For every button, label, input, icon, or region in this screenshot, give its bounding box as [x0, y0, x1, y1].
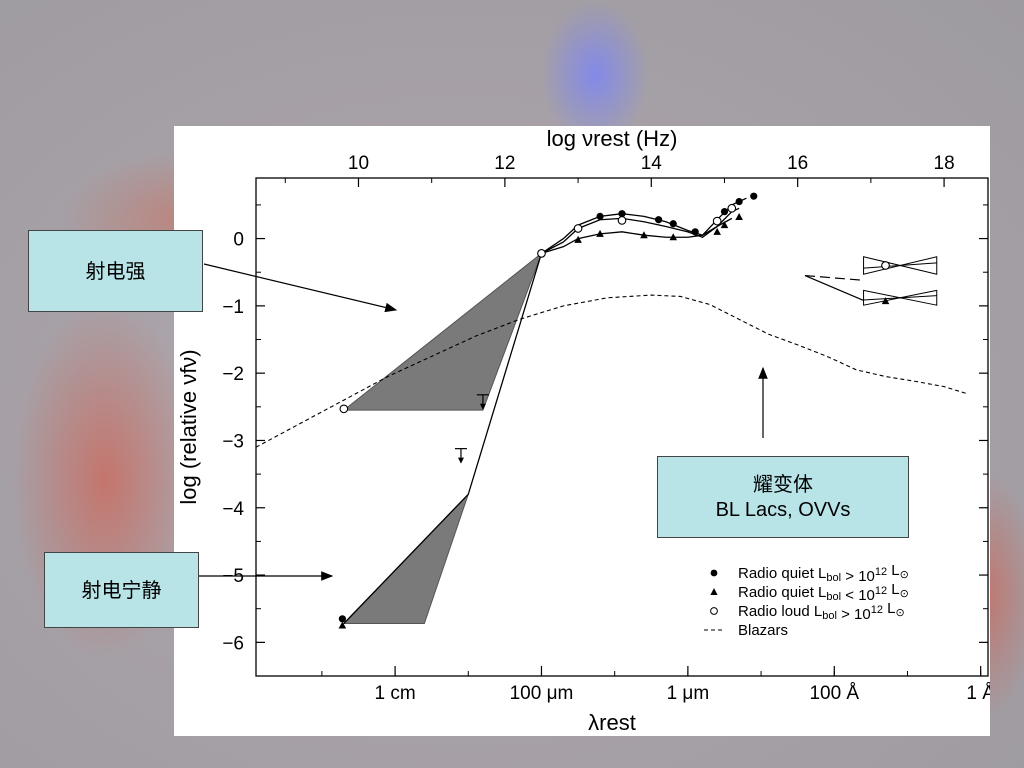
legend-text-part: > 10 — [837, 606, 871, 623]
legend-text-part: ⊙ — [895, 607, 904, 619]
legend-marker-open-circle — [710, 607, 718, 615]
legend-entry-1: Radio quiet Lbol < 1012 L⊙ — [738, 581, 909, 604]
xray-bowtie-fit-1 — [863, 295, 937, 301]
legend-text-part: Radio quiet L — [738, 565, 826, 582]
marker-filled-circle-2 — [655, 216, 663, 224]
legend-text-part: bol — [822, 610, 837, 622]
xray-lines — [804, 256, 938, 306]
y-tick-label--6: −6 — [222, 633, 244, 654]
legend-entry-3: Blazars — [738, 622, 788, 639]
top-tick-label-12: 12 — [494, 153, 515, 174]
legend: Radio quiet Lbol > 1012 L⊙Radio quiet Lb… — [704, 562, 909, 639]
marker-triangle-16 — [338, 621, 347, 629]
legend-text-part: > 10 — [841, 568, 875, 585]
legend-entry-2: Radio loud Lbol > 1012 L⊙ — [738, 600, 905, 623]
marker-triangle-11 — [640, 231, 648, 239]
y-tick-label-0: 0 — [233, 230, 244, 251]
callout-radio-loud: 射电强 — [28, 230, 203, 312]
legend-text-part: ⊙ — [900, 569, 909, 581]
series-line-3 — [255, 294, 967, 448]
callout-radio-loud-text: 射电强 — [85, 259, 146, 283]
figure-panel: 10 12 14 16 18 1 cm 100 μm 1 μm 100 Å 1 Å 0 −1 −2 −3 −… — [174, 126, 990, 736]
marker-filled-circle-4 — [691, 228, 699, 236]
legend-text-part: L — [887, 581, 900, 598]
marker-triangle-9 — [574, 235, 582, 243]
top-axis-title: log νrest (Hz) — [547, 126, 678, 151]
legend-text-part: L — [883, 600, 896, 617]
marker-filled-circle-6 — [735, 197, 743, 206]
marker-triangle-12 — [669, 233, 678, 241]
legend-text-part: < 10 — [841, 587, 875, 604]
callout-arrows — [197, 263, 768, 581]
xray-line-1 — [804, 274, 864, 281]
top-tick-label-14: 14 — [641, 153, 663, 174]
xray-bowtie-1 — [863, 289, 938, 306]
xray-bowtie-fit-0 — [863, 262, 937, 269]
callout-blazars: 耀变体 BL Lacs, OVVs — [657, 456, 909, 538]
marker-filled-circle-3 — [669, 220, 677, 228]
legend-text-part: bol — [826, 591, 841, 603]
marker-filled-circle-0 — [596, 212, 604, 220]
legend-entry-0: Radio quiet Lbol > 1012 L⊙ — [738, 562, 909, 585]
axes: 10 12 14 16 18 1 cm 100 μm 1 μm 100 Å 1 Å 0 −1 −2 −3 −… — [176, 126, 990, 735]
callout-radio-quiet: 射电宁静 — [44, 552, 199, 628]
legend-text-part: bol — [826, 572, 841, 584]
marker-filled-circle-1 — [618, 210, 626, 218]
shaded-region-radio-loud — [342, 251, 543, 411]
bottom-tick-label-0: 1 cm — [374, 683, 415, 704]
data-markers — [338, 192, 890, 629]
marker-triangle-13 — [713, 227, 721, 235]
callout-radio-quiet-text: 射电宁静 — [81, 578, 162, 602]
marker-open-circle-21 — [617, 216, 627, 225]
marker-open-circle-24 — [881, 261, 890, 270]
xray-bowtie-0 — [863, 256, 938, 275]
marker-triangle-10 — [596, 229, 604, 237]
legend-text-part: ⊙ — [900, 588, 909, 600]
bottom-tick-label-3: 100 Å — [809, 683, 859, 704]
marker-open-circle-23 — [727, 203, 737, 213]
marker-triangle-14 — [720, 221, 729, 229]
y-tick-label--2: −2 — [222, 364, 244, 385]
bottom-tick-label-2: 1 μm — [667, 683, 710, 704]
legend-text-part: Blazars — [738, 622, 788, 639]
marker-triangle-15 — [735, 213, 743, 221]
marker-open-circle-22 — [712, 216, 722, 226]
series-line-1 — [541, 197, 747, 254]
legend-text-part: 12 — [871, 604, 883, 616]
sed-chart: 10 12 14 16 18 1 cm 100 μm 1 μm 100 Å 1 Å 0 −1 −2 −3 −… — [176, 126, 990, 735]
bottom-tick-label-1: 100 μm — [510, 683, 574, 704]
marker-open-circle-19 — [537, 249, 546, 258]
y-tick-label--1: −1 — [222, 297, 244, 318]
y-tick-label--3: −3 — [222, 431, 244, 452]
bottom-tick-label-4: 1 Å — [966, 683, 990, 704]
shaded-regions — [342, 251, 543, 625]
legend-text-part: 12 — [875, 566, 887, 578]
plot-frame — [255, 177, 989, 677]
upper-limit-arrow-0 — [479, 403, 486, 410]
marker-open-circle-20 — [573, 224, 583, 233]
marker-filled-circle-8 — [338, 615, 346, 623]
callout-arrow-0 — [203, 263, 398, 313]
region-edge-line — [343, 253, 543, 624]
marker-filled-circle-7 — [750, 192, 758, 200]
legend-text-part: L — [887, 562, 900, 579]
marker-triangle-17 — [881, 297, 890, 305]
upper-limit-arrow-1 — [457, 457, 464, 464]
y-tick-label--4: −4 — [222, 499, 244, 520]
top-tick-label-18: 18 — [934, 153, 955, 174]
marker-filled-circle-5 — [720, 208, 729, 216]
top-tick-label-10: 10 — [348, 153, 369, 174]
legend-text-part: Radio quiet L — [738, 584, 826, 601]
legend-marker-filled-circle — [710, 569, 718, 577]
legend-text-part: Radio loud L — [738, 603, 822, 620]
callout-blazars-line1: 耀变体 — [753, 472, 813, 496]
callout-blazars-line2: BL Lacs, OVVs — [715, 499, 851, 521]
top-tick-label-16: 16 — [787, 153, 808, 174]
bottom-axis-title: λrest — [588, 710, 636, 735]
legend-text-part: 12 — [875, 585, 887, 597]
xray-line-0 — [804, 275, 864, 302]
y-axis-title: log (relative νfν) — [176, 349, 201, 504]
legend-marker-triangle — [710, 588, 718, 595]
marker-open-circle-18 — [339, 404, 349, 414]
